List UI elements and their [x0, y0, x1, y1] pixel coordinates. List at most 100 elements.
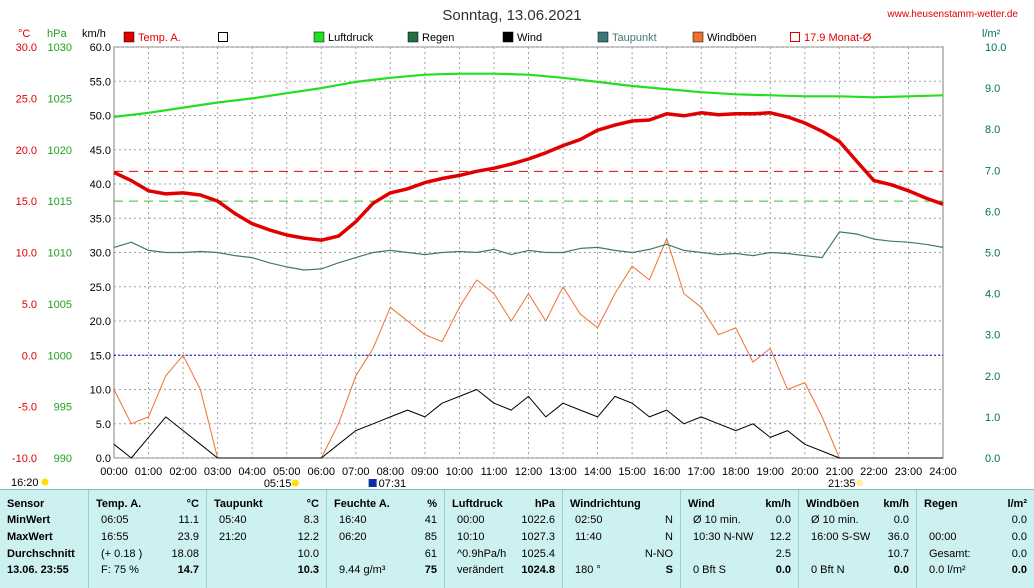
temp-tick-label: 30.0	[16, 42, 37, 54]
legend-label: Regen	[422, 32, 454, 44]
moon-time: 07:31	[379, 478, 407, 489]
pressure-tick-label: 1025	[48, 93, 72, 105]
stats-row: 10.0	[207, 546, 327, 562]
x-tick-label: 09:00	[411, 466, 439, 478]
stats-row: 10:10 1027.3	[445, 529, 563, 545]
stats-cell-value: S	[665, 564, 673, 576]
pressure-tick-label: 990	[54, 453, 72, 465]
stats-row: 16:40 41	[327, 512, 445, 528]
pressure-axis-unit: hPa	[47, 28, 67, 40]
stats-cell-value: 10.0	[297, 548, 319, 560]
x-tick-label: 03:00	[204, 466, 232, 478]
stats-header-unit: °C	[306, 498, 319, 510]
wind-tick-label: 15.0	[90, 350, 111, 362]
legend-swatch	[692, 31, 704, 43]
weather-chart: -10.0 -5.0 0.0 5.0 10.0 15.0 20.0 25.0 30.0 990 99…	[11, 7, 1018, 489]
stats-cell-value: 0.0	[1011, 531, 1027, 543]
stats-row: ^0.9hPa/h 1025.4	[445, 546, 563, 562]
stats-row: 00:00 1022.6	[445, 512, 563, 528]
stats-cell-label: 0 Bft S	[693, 564, 727, 576]
x-tick-label: 05:00	[273, 466, 301, 478]
stats-row: 0 Bft S 0.0	[681, 562, 799, 578]
x-tick-label: 22:00	[860, 466, 888, 478]
x-tick-label: 16:00	[653, 466, 681, 478]
stats-row: 10.7	[799, 546, 917, 562]
stats-cell-value: 18.08	[171, 548, 199, 560]
stats-cell-value: N	[665, 531, 673, 543]
x-tick-label: 04:00	[238, 466, 266, 478]
stats-row: MinWert	[0, 512, 88, 528]
wind-tick-label: 50.0	[90, 111, 111, 123]
stats-cell-label: 05:40	[219, 514, 247, 526]
temp-tick-label: 15.0	[16, 196, 37, 208]
stats-header-unit: km/h	[765, 498, 791, 510]
stats-cell-label: 06:20	[339, 531, 367, 543]
wind-tick-label: 30.0	[90, 248, 111, 260]
series-line-wind	[113, 389, 943, 459]
rain-tick-label: 6.0	[985, 206, 1000, 218]
stats-cell-label: 00:00	[457, 514, 485, 526]
stats-header-unit: °C	[186, 498, 199, 510]
stats-cell-label: Ø 10 min.	[811, 514, 859, 526]
stats-cell-value: 14.7	[177, 564, 199, 576]
stats-row: 16:55 23.9	[89, 529, 207, 545]
stats-header: Regen l/m²	[917, 496, 1034, 512]
stats-header: Windrichtung	[563, 496, 681, 512]
wind-tick-label: 10.0	[90, 385, 111, 397]
stats-cell-label: 16:00 S-SW	[811, 531, 871, 543]
stats-column: Windböen km/h Ø 10 min. 0.0 16:00 S-SW 36.0 10…	[798, 490, 917, 588]
legend-swatch	[218, 32, 228, 42]
wind-tick-label: 35.0	[90, 213, 111, 225]
wind-tick-label: 40.0	[90, 179, 111, 191]
stats-row: 2.5	[681, 546, 799, 562]
source-link: www.heusenstamm-wetter.de	[886, 9, 1018, 20]
rain-axis-unit: l/m²	[982, 28, 1001, 40]
pressure-tick-label: 1005	[48, 299, 72, 311]
legend-swatch	[790, 32, 800, 42]
stats-cell-value: 8.3	[303, 514, 319, 526]
stats-cell-label: ^0.9hPa/h	[457, 548, 507, 560]
stats-header: Temp. A. °C	[89, 496, 207, 512]
stats-cell-label: 0 Bft N	[811, 564, 845, 576]
legend-swatch	[597, 31, 609, 43]
stats-cell-value: 0.0	[775, 564, 791, 576]
x-tick-label: 14:00	[584, 466, 612, 478]
x-tick-label: 12:00	[515, 466, 543, 478]
x-tick-label: 10:00	[446, 466, 474, 478]
stats-column: Temp. A. °C 06:05 11.1 16:55 23.9 (+ 0.18 ) 18.…	[88, 490, 207, 588]
stats-column: Luftdruck hPa 00:00 1022.6 10:10 1027.3 ^0.9hP…	[444, 490, 563, 588]
legend-label: Temp. A.	[138, 32, 181, 44]
pressure-tick-label: 995	[54, 402, 72, 414]
stats-header-title: Luftdruck	[452, 498, 503, 510]
wind-tick-label: 45.0	[90, 145, 111, 157]
stats-cell-value: 2.5	[775, 548, 791, 560]
stats-row: MaxWert	[0, 529, 88, 545]
x-tick-label: 02:00	[169, 466, 197, 478]
pressure-tick-label: 1020	[48, 145, 72, 157]
stats-cell-value: 36.0	[887, 531, 909, 543]
pressure-tick-label: 1010	[48, 248, 72, 260]
legend-label: Windböen	[707, 32, 757, 44]
stats-cell-label: 21:20	[219, 531, 247, 543]
sunset-icon	[856, 479, 864, 487]
stats-row: 11:40 N	[563, 529, 681, 545]
stats-cell-label: Ø 10 min.	[693, 514, 741, 526]
stats-cell-value: 0.0	[1011, 564, 1027, 576]
x-tick-label: 17:00	[687, 466, 715, 478]
stats-cell-label: 02:50	[575, 514, 603, 526]
stats-column: Sensor MinWert MaxWert Durchschnitt 13.06. 2…	[0, 490, 88, 588]
stats-row: 06:20 85	[327, 529, 445, 545]
rain-tick-label: 7.0	[985, 165, 1000, 177]
rain-tick-label: 2.0	[985, 371, 1000, 383]
stats-cell-value: 1027.3	[521, 531, 555, 543]
stats-header-unit: km/h	[883, 498, 909, 510]
stats-cell-value: 41	[424, 514, 437, 526]
x-tick-label: 19:00	[757, 466, 785, 478]
rain-tick-label: 1.0	[985, 412, 1000, 424]
wind-tick-label: 55.0	[90, 76, 111, 88]
stats-row: 05:40 8.3	[207, 512, 327, 528]
legend-swatch	[407, 31, 419, 43]
stats-cell-label: 16:55	[101, 531, 129, 543]
stats-row: F: 75 % 14.7	[89, 562, 207, 578]
stats-cell-value: 1022.6	[521, 514, 555, 526]
